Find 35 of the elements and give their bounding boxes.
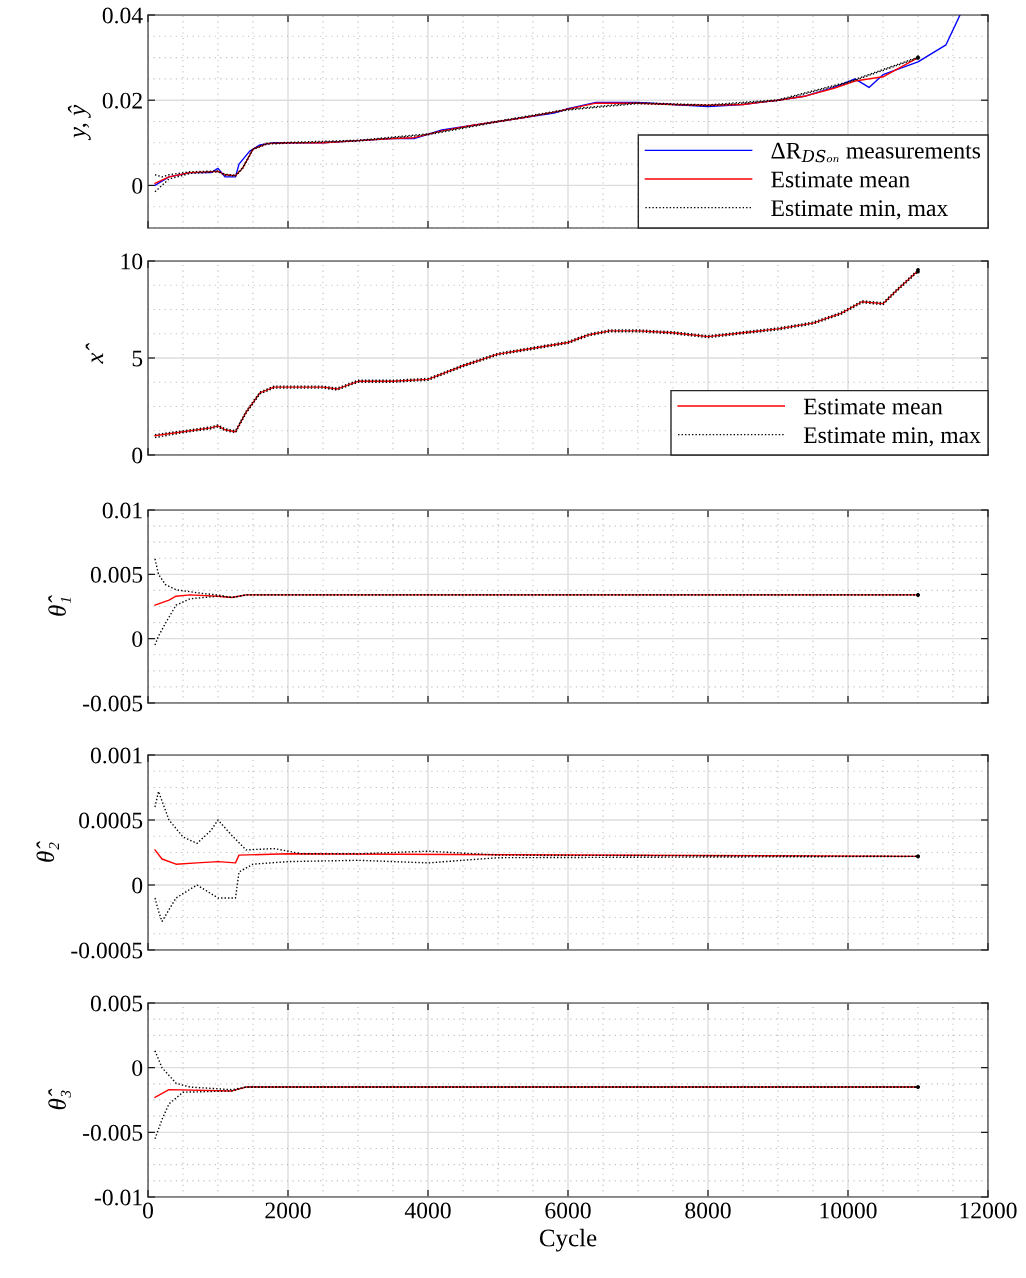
y-tick-label: 0 (132, 1060, 143, 1077)
y-tick-label: 0.02 (102, 92, 142, 109)
legend-label: Estimate mean (771, 171, 910, 188)
legend-label: Estimate mean (803, 398, 943, 415)
y-tick-label: 0.001 (90, 747, 142, 764)
y-axis-title: θ̂₂ (36, 841, 59, 862)
x-tick-label: 4000 (404, 1202, 451, 1219)
y-tick-label: 0 (132, 177, 143, 194)
legend-label: ΔR$_{DSₒₙ}$ measurements (771, 142, 981, 163)
y-tick-label: 0 (132, 631, 143, 648)
y-tick-label: 0.005 (90, 995, 143, 1012)
legend-label: Estimate min, max (771, 200, 948, 220)
y-tick-label: -0.005 (83, 695, 143, 712)
x-axis-title: Cycle (539, 1228, 597, 1252)
y-tick-label: 0 (132, 447, 143, 464)
y-tick-label: -0.01 (94, 1189, 142, 1206)
x-tick-label: 2000 (265, 1202, 311, 1219)
legend-label: Estimate min, max (803, 427, 981, 447)
y-tick-label: 0.01 (102, 502, 142, 519)
y-tick-label: 10 (121, 253, 143, 270)
y-tick-label: 0 (132, 877, 143, 894)
y-axis-title: x̂ (85, 343, 104, 364)
y-tick-label: 0.04 (102, 7, 143, 24)
x-tick-label: 12000 (960, 1202, 1017, 1219)
y-tick-label: 5 (132, 350, 143, 367)
y-tick-label: 0.0005 (79, 812, 143, 829)
x-tick-label: 8000 (685, 1202, 731, 1219)
y-axis-title: y, ŷ (67, 104, 91, 141)
x-tick-label: 10000 (820, 1202, 877, 1219)
y-axis-title: θ̂₃ (48, 1088, 71, 1110)
x-tick-label: 6000 (545, 1202, 591, 1219)
y-tick-label: -0.0005 (71, 942, 143, 959)
y-tick-label: 0.005 (90, 566, 143, 583)
y-axis-title: θ̂₁ (48, 595, 71, 616)
y-tick-label: -0.005 (83, 1124, 143, 1141)
